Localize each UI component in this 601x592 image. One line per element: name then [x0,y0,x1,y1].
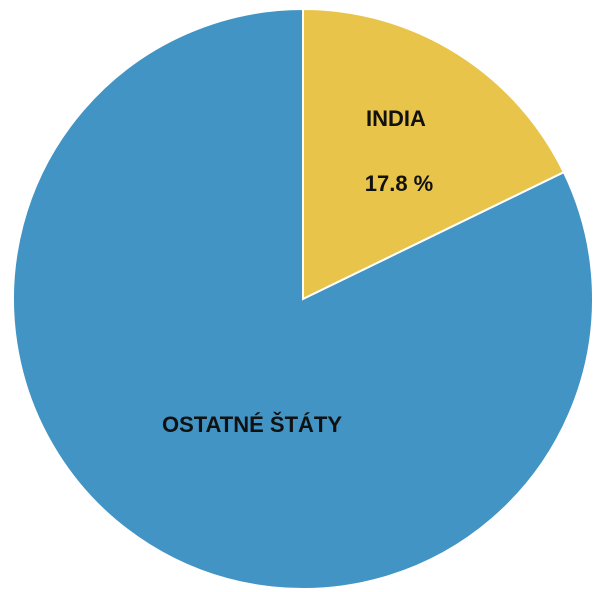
pie-slice-ostatné-štáty [12,7,594,590]
pie-slices [12,7,594,590]
slice-label-ostatne-staty: OSTATNÉ ŠTÁTY [162,412,342,437]
slice-value-india: 17.8 % [365,171,434,196]
slice-label-india: INDIA [366,106,426,131]
pie-slice-india [302,7,566,301]
